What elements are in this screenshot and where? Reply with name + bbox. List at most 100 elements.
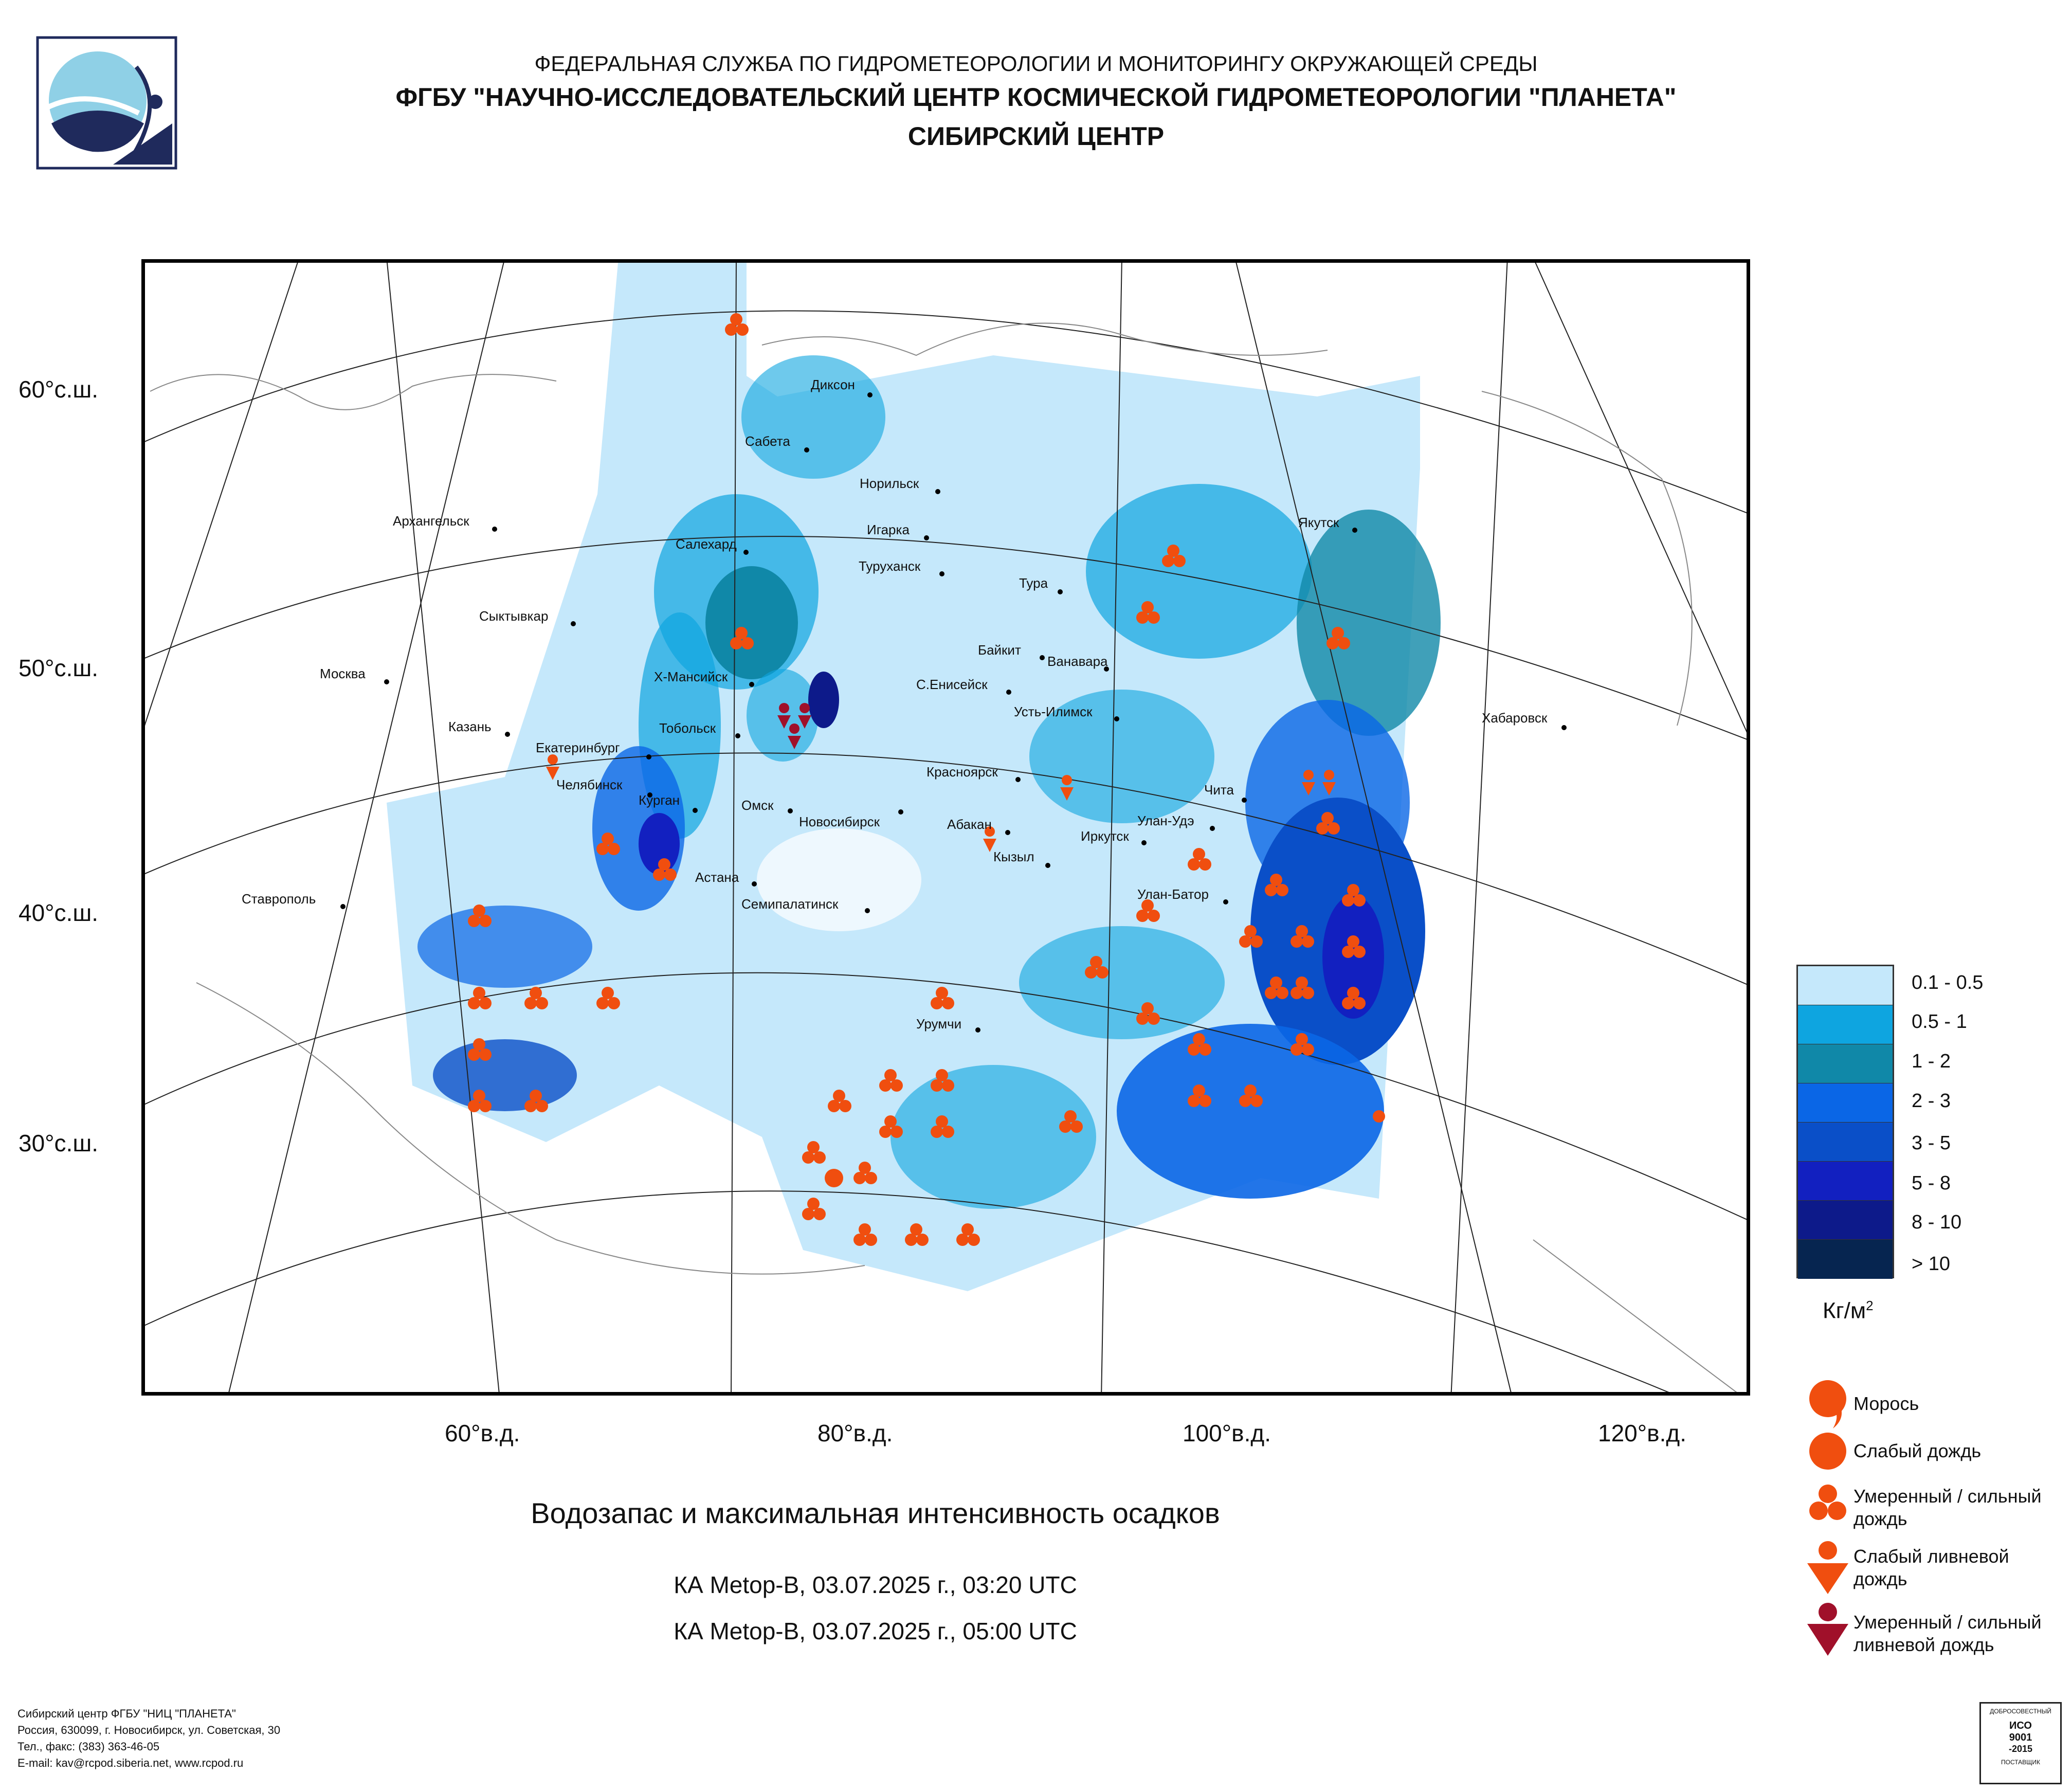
- legend-swatch: [1798, 1044, 1893, 1083]
- rain-cluster: [468, 1038, 492, 1061]
- cert-bottom: ПОСТАВЩИК: [2001, 1759, 2041, 1766]
- moderate-rain-icon: [1819, 1485, 1837, 1503]
- city-label: Игарка: [867, 522, 910, 537]
- legend-light-shower-2: дождь: [1853, 1568, 1907, 1589]
- city-label: Чита: [1204, 782, 1234, 798]
- legend-swatch: [1798, 1005, 1893, 1044]
- city-label: Астана: [695, 870, 739, 885]
- city-label: Омск: [741, 798, 774, 813]
- city-label: Якутск: [1298, 515, 1339, 530]
- rain-cluster: [956, 1223, 980, 1246]
- header-center: СИБИРСКИЙ ЦЕНТР: [907, 122, 1165, 151]
- legend-label: 5 - 8: [1912, 1172, 1951, 1194]
- cert-top: ДОБРОСОВЕСТНЫЙ: [1990, 1708, 2051, 1715]
- rain-cluster: [1326, 627, 1350, 649]
- footer-org: Сибирский центр ФГБУ "НИЦ "ПЛАНЕТА": [17, 1707, 236, 1720]
- cert-2015: -2015: [2008, 1744, 2033, 1754]
- rain-cluster: [1265, 976, 1288, 999]
- city-label: Новосибирск: [799, 814, 880, 829]
- rain-cluster: [1342, 884, 1366, 907]
- rain-cluster: [1136, 601, 1160, 624]
- footer-email: E-mail: kav@rcpod.siberia.net, www.rcpod…: [17, 1757, 244, 1769]
- rain-cluster: [1188, 1033, 1211, 1056]
- lon-label-60: 60°в.д.: [445, 1420, 520, 1446]
- rain-cluster: [468, 904, 492, 927]
- rain-cluster: [468, 1090, 492, 1112]
- legend-label: 3 - 5: [1912, 1132, 1951, 1154]
- legend-swatch: [1798, 966, 1893, 1005]
- rain-cluster: [828, 1090, 851, 1112]
- rain-cluster: [1162, 545, 1186, 567]
- city-label: Улан-Удэ: [1137, 813, 1194, 828]
- legend-moderate-rain-2: дождь: [1853, 1508, 1907, 1529]
- rain-cluster: [879, 1115, 903, 1138]
- city-label: Байкит: [978, 642, 1021, 658]
- rain-cluster: [730, 627, 754, 649]
- rain-cluster: [1136, 899, 1160, 922]
- legend-label: > 10: [1912, 1253, 1951, 1275]
- city-label: Кызыл: [993, 849, 1034, 864]
- map-subtitle-1: КА Metop-B, 03.07.2025 г., 03:20 UTC: [674, 1571, 1077, 1598]
- header-institute: ФГБУ "НАУЧНО-ИССЛЕДОВАТЕЛЬСКИЙ ЦЕНТР КОС…: [395, 83, 1677, 112]
- rain-cluster: [1239, 1084, 1263, 1107]
- rain-cluster: [931, 987, 954, 1009]
- city-label: Сыктывкар: [479, 608, 549, 624]
- iso-certificate-badge: ДОБРОСОВЕСТНЫЙ ИСО 9001 -2015 ПОСТАВЩИК: [1979, 1702, 2062, 1784]
- legend-label: 0.5 - 1: [1912, 1011, 1967, 1033]
- rain-cluster: [802, 1198, 826, 1220]
- coastlines: [150, 322, 1737, 1392]
- city-label: Челябинск: [556, 777, 623, 792]
- city-label: Салехард: [676, 536, 737, 552]
- shower-symbols: [546, 703, 1336, 852]
- legend-swatch: [1798, 1162, 1893, 1201]
- units-sup: 2: [1866, 1298, 1874, 1313]
- rain-cluster: [725, 313, 749, 336]
- rain-cluster: [524, 987, 548, 1009]
- city-label: С.Енисейск: [916, 677, 988, 692]
- rain-cluster: [1136, 1002, 1160, 1025]
- units-text: Кг/м: [1823, 1298, 1866, 1324]
- city-label: Иркутск: [1081, 828, 1129, 844]
- rain-cluster: [468, 987, 492, 1009]
- rain-cluster: [1059, 1110, 1083, 1133]
- light-rain-symbol: [1373, 1110, 1385, 1123]
- rain-cluster: [853, 1223, 877, 1246]
- city-label: Урумчи: [916, 1016, 962, 1032]
- city-label: Абакан: [947, 817, 992, 832]
- rain-cluster: [905, 1223, 929, 1246]
- rain-cluster: [596, 987, 620, 1009]
- legend-label: 1 - 2: [1912, 1051, 1951, 1072]
- city-label: Х-Мансийск: [654, 669, 728, 684]
- city-label: Усть-Илимск: [1014, 704, 1093, 719]
- city-label: Ванавара: [1047, 654, 1108, 669]
- precip-symbols: [468, 313, 1385, 1246]
- city-dots: [340, 392, 1567, 1033]
- city-label: Семипалатинск: [741, 896, 839, 912]
- cert-iso: ИСО: [2009, 1720, 2032, 1731]
- lon-label-120: 120°в.д.: [1598, 1420, 1686, 1446]
- legend-light-shower-1: Слабый ливневой: [1853, 1546, 2009, 1567]
- header-agency: ФЕДЕРАЛЬНАЯ СЛУЖБА ПО ГИДРОМЕТЕОРОЛОГИИ …: [534, 51, 1538, 76]
- legend-moderate-rain-1: Умеренный / сильный: [1853, 1486, 2042, 1507]
- legend-drizzle: Морось: [1853, 1393, 1919, 1414]
- legend-label: 0.1 - 0.5: [1912, 972, 1984, 993]
- legend-swatch: [1798, 1240, 1893, 1279]
- city-label: Тура: [1019, 575, 1048, 591]
- city-label: Хабаровск: [1482, 710, 1548, 726]
- legend-swatch: [1798, 1083, 1893, 1123]
- footer-phone: Тел., факс: (383) 363-46-05: [17, 1740, 160, 1753]
- legend-label: 2 - 3: [1912, 1090, 1951, 1112]
- city-label: Сабета: [745, 433, 790, 449]
- rain-cluster: [1291, 1033, 1314, 1056]
- rain-cluster: [1291, 925, 1314, 948]
- rain-cluster: [1316, 812, 1340, 835]
- lat-label-40: 40°с.ш.: [19, 899, 99, 926]
- legend-label: 8 - 10: [1912, 1211, 1962, 1233]
- rain-cluster: [524, 1090, 548, 1112]
- satellite-swath: [387, 263, 1441, 1291]
- light-rain-icon: [1809, 1433, 1846, 1470]
- rain-cluster: [1265, 874, 1288, 896]
- city-label: Екатеринбург: [536, 740, 620, 755]
- rain-cluster: [1085, 956, 1108, 979]
- lat-label-50: 50°с.ш.: [19, 655, 99, 681]
